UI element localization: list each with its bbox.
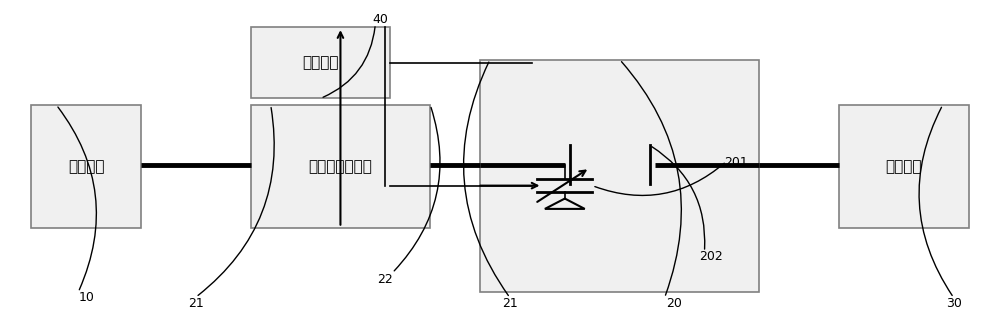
Text: 22: 22	[377, 273, 393, 286]
Text: 反应腔室: 反应腔室	[886, 159, 922, 174]
Text: 40: 40	[372, 13, 388, 26]
Text: 202: 202	[699, 250, 723, 263]
Text: 电压电流传感器: 电压电流传感器	[309, 159, 372, 174]
Text: 控制单元: 控制单元	[302, 55, 339, 70]
Text: 射频电源: 射频电源	[68, 159, 104, 174]
FancyBboxPatch shape	[31, 105, 141, 228]
Text: 20: 20	[667, 297, 682, 310]
Text: 30: 30	[946, 297, 962, 310]
Text: 10: 10	[78, 291, 94, 304]
FancyBboxPatch shape	[480, 60, 759, 292]
FancyBboxPatch shape	[251, 27, 390, 98]
Text: 201: 201	[724, 156, 748, 170]
Text: 21: 21	[502, 297, 518, 310]
FancyBboxPatch shape	[839, 105, 969, 228]
FancyBboxPatch shape	[251, 105, 430, 228]
Text: 21: 21	[188, 297, 204, 310]
